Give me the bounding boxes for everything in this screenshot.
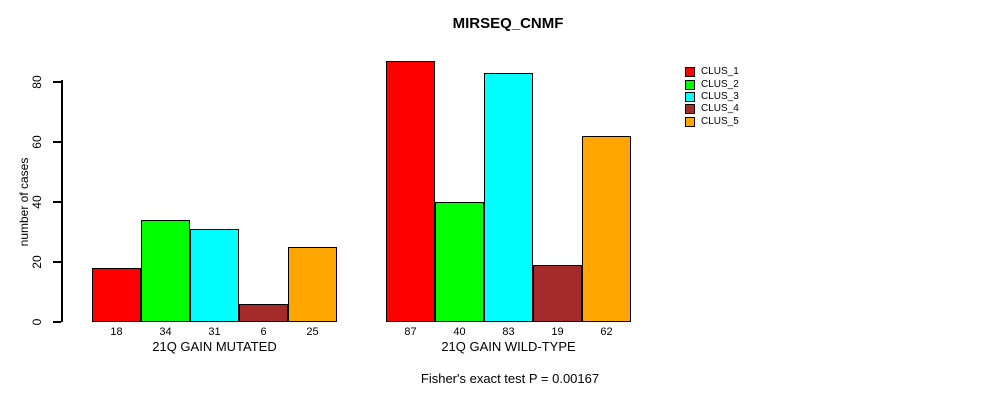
bar-value-label: 31 bbox=[208, 326, 221, 338]
bar-clus_4-group2 bbox=[533, 265, 582, 322]
y-tick-label: 20 bbox=[30, 255, 44, 269]
y-tick-label: 60 bbox=[30, 135, 44, 149]
legend-swatch-icon bbox=[685, 79, 695, 90]
y-tick-mark bbox=[53, 81, 61, 83]
y-axis-label: number of cases bbox=[17, 157, 31, 247]
bar-value-label: 25 bbox=[306, 326, 319, 338]
bar-value-label: 18 bbox=[110, 326, 123, 338]
y-tick-label: 40 bbox=[30, 195, 44, 209]
bar-value-label: 40 bbox=[453, 326, 466, 338]
bar-value-label: 83 bbox=[502, 326, 515, 338]
bar-value-label: 6 bbox=[260, 326, 267, 338]
bar-clus_3-group1 bbox=[190, 229, 239, 322]
annotation-text: Fisher's exact test P = 0.00167 bbox=[420, 371, 600, 386]
legend-entry-clus_1: CLUS_1 bbox=[685, 66, 739, 78]
bar-value-label: 34 bbox=[159, 326, 172, 338]
y-tick-label: 0 bbox=[30, 318, 44, 326]
legend: CLUS_1 CLUS_2 CLUS_3 CLUS_4 CLUS_5 bbox=[685, 66, 739, 128]
bar-clus_1-group1 bbox=[92, 268, 141, 322]
bar-clus_2-group1 bbox=[141, 220, 190, 322]
legend-entry-clus_5: CLUS_5 bbox=[685, 116, 739, 128]
y-tick-label: 80 bbox=[30, 75, 44, 89]
y-tick-mark bbox=[53, 201, 61, 203]
group-label: 21Q GAIN WILD-TYPE bbox=[441, 339, 576, 354]
bar-value-label: 62 bbox=[600, 326, 613, 338]
legend-label: CLUS_5 bbox=[701, 115, 739, 127]
legend-entry-clus_2: CLUS_2 bbox=[685, 78, 739, 90]
legend-entry-clus_4: CLUS_4 bbox=[685, 103, 739, 115]
legend-swatch-icon bbox=[685, 91, 695, 102]
bar-clus_1-group2 bbox=[386, 61, 435, 322]
bar-clus_5-group2 bbox=[582, 136, 631, 322]
legend-entry-clus_3: CLUS_3 bbox=[685, 91, 739, 103]
legend-label: CLUS_4 bbox=[701, 103, 739, 115]
group-label: 21Q GAIN MUTATED bbox=[152, 339, 277, 354]
y-tick-mark bbox=[53, 321, 61, 323]
legend-label: CLUS_3 bbox=[701, 90, 739, 102]
bar-clus_2-group2 bbox=[435, 202, 484, 322]
y-tick-mark bbox=[53, 141, 61, 143]
legend-swatch-icon bbox=[685, 67, 695, 78]
legend-label: CLUS_1 bbox=[701, 66, 739, 78]
bar-value-label: 87 bbox=[404, 326, 417, 338]
bar-value-label: 19 bbox=[551, 326, 564, 338]
bar-clus_3-group2 bbox=[484, 73, 533, 322]
legend-swatch-icon bbox=[685, 104, 695, 115]
chart-title: MIRSEQ_CNMF bbox=[452, 15, 564, 32]
y-tick-mark bbox=[53, 261, 61, 263]
legend-label: CLUS_2 bbox=[701, 78, 739, 90]
y-axis-line bbox=[61, 80, 63, 322]
legend-swatch-icon bbox=[685, 116, 695, 127]
bar-clus_4-group1 bbox=[239, 304, 288, 322]
bar-clus_5-group1 bbox=[288, 247, 337, 322]
